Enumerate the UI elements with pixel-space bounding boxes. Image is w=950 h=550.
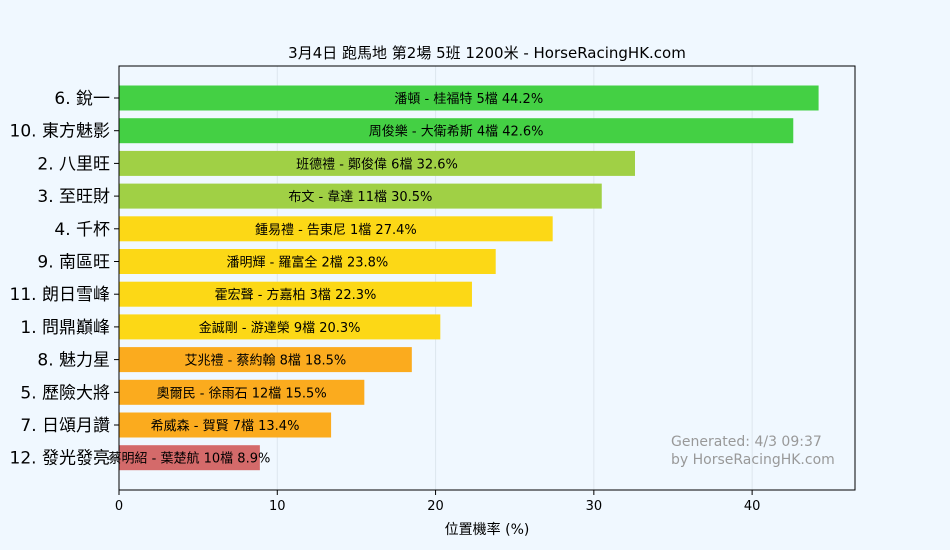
bar-label: 潘頓 - 桂福特 5檔 44.2% [394,92,543,107]
category-label: 1. 問鼎巔峰 [20,318,110,338]
bar-label: 奧爾民 - 徐雨石 12檔 15.5% [157,386,327,401]
chart-title: 3月4日 跑馬地 第2場 5班 1200米 - HorseRacingHK.co… [288,44,686,62]
category-label: 7. 日頌月讚 [20,416,110,436]
x-tick-label: 0 [115,499,123,514]
bar [119,150,635,176]
bar-label: 蔡明紹 - 葉楚航 10檔 8.9% [109,451,271,467]
category-label: 6. 銳一 [54,89,110,109]
category-label: 11. 朗日雪峰 [10,285,110,305]
bar [119,445,260,471]
category-label: 12. 發光發亮 [10,449,110,469]
plot-frame [118,65,856,491]
bars-layer: 潘頓 - 桂福特 5檔 44.2% 周俊樂 - 大衛希斯 4檔 42.6% 班德禮 … [109,85,819,471]
x-tick-label: 40 [744,499,761,514]
ticks-layer: 0 10 20 30 40 [115,490,761,514]
bar-label: 潘明輝 - 羅富全 2檔 23.8% [226,255,388,271]
bar [119,347,412,373]
bar [119,412,332,438]
bar [119,118,794,144]
x-tick-label: 30 [586,499,603,514]
bar [119,281,472,307]
watermark-line-2: by HorseRacingHK.com [671,452,835,468]
category-label: 5. 歷險大將 [20,383,110,403]
bar-label: 霍宏聲 - 方嘉柏 3檔 22.3% [215,287,377,303]
category-label: 8. 魅力星 [37,351,110,371]
bar-label: 鍾易禮 - 告東尼 1檔 27.4% [255,222,417,238]
bar-label: 艾兆禮 - 蔡約翰 8檔 18.5% [185,354,347,369]
x-tick-label: 20 [427,499,444,514]
category-label: 10. 東方魅影 [10,122,110,142]
category-labels: 6. 銳一 10. 東方魅影 2. 八里旺 3. 至旺財 4. 千杯 9. 南區旺 11. … [10,89,119,469]
bar [119,314,441,340]
category-label: 9. 南區旺 [37,253,110,273]
watermark-line-1: Generated: 4/3 09:37 [671,434,822,450]
category-label: 2. 八里旺 [37,154,110,174]
bar [119,216,553,242]
bar [119,85,819,111]
x-tick-label: 10 [269,499,286,514]
bar-label: 金誠剛 - 游達榮 9檔 20.3% [199,320,361,336]
bar [119,249,496,274]
bar-label: 希威森 - 賀賢 7檔 13.4% [151,419,300,434]
x-axis-label: 位置機率 (%) [445,521,530,538]
bar-label: 班德禮 - 鄭俊偉 6檔 32.6% [296,157,458,172]
bar [119,379,365,405]
category-label: 4. 千杯 [54,220,110,240]
category-label: 3. 至旺財 [37,187,110,207]
bar-label: 布文 - 韋達 11檔 30.5% [288,190,432,205]
bar-label: 周俊樂 - 大衛希斯 4檔 42.6% [369,124,544,140]
bar [119,183,602,209]
